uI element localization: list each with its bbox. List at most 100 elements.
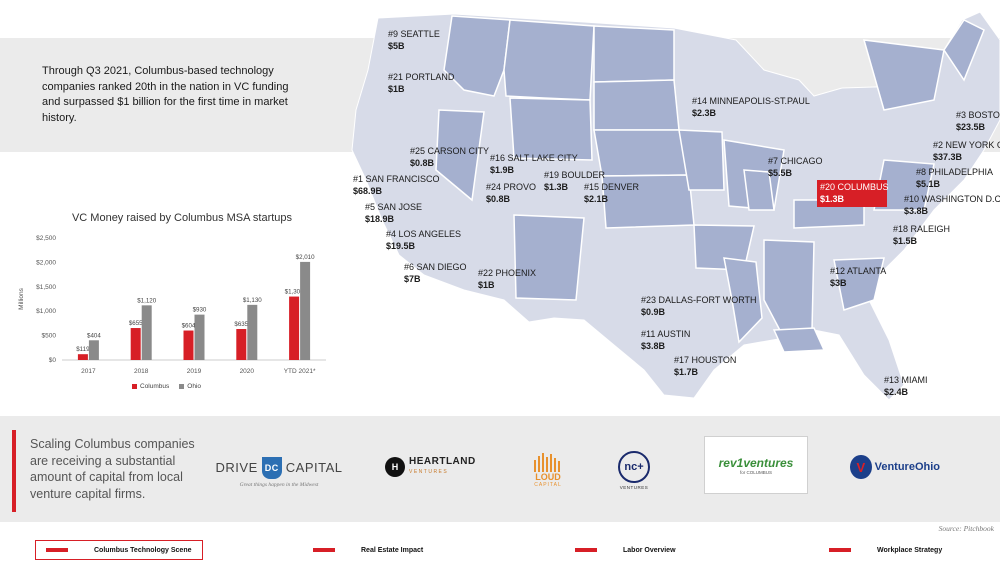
city-value: $1B xyxy=(388,83,405,94)
nav-dash xyxy=(46,548,68,552)
nav-label: Workplace Strategy xyxy=(877,546,943,554)
capital-word: CAPITAL xyxy=(285,460,343,475)
city-rank: #24 PROVO xyxy=(486,182,537,192)
loud-capital-logo: LOUD CAPITAL xyxy=(530,448,566,492)
city-rank: #8 PHILADELPHIA xyxy=(916,167,994,177)
city-philadelphia: #8 PHILADELPHIA $5.1B xyxy=(916,167,993,190)
city-value: $23.5B xyxy=(956,121,986,132)
drive-word: DRIVE xyxy=(215,460,258,475)
ventureohio-mark: V xyxy=(850,455,872,479)
data-label: $2,010 xyxy=(296,254,315,261)
bar-columbus xyxy=(130,328,141,360)
ncplus-ventures-logo: nc+ VENTURES xyxy=(614,448,654,492)
chart-title: VC Money raised by Columbus MSA startups xyxy=(71,212,293,224)
city-rank: #18 RALEIGH xyxy=(893,224,951,234)
data-label: $635 xyxy=(234,321,248,328)
city-value: $2.1B xyxy=(584,193,609,204)
city-new-york: #2 NEW YORK CITY$37.3B xyxy=(933,140,1000,163)
section-nav: Columbus Technology Scene Real Estate Im… xyxy=(0,538,1000,563)
nav-real-estate-impact[interactable]: Real Estate Impact xyxy=(313,540,423,560)
bar-ohio xyxy=(300,261,311,360)
city-san-francisco: #1 SAN FRANCISCO $68.9B xyxy=(353,174,440,197)
city-atlanta: #12 ATLANTA $3B xyxy=(830,266,886,289)
data-label: $119 xyxy=(76,346,90,353)
y-tick-label: $2,500 xyxy=(36,235,56,242)
loud-name: LOUD xyxy=(535,472,561,482)
city-rank: #13 MIAMI xyxy=(884,375,928,385)
city-value: $3B xyxy=(830,277,847,288)
city-value: $0.8B xyxy=(486,193,511,204)
city-salt-lake-city: #16 SALT LAKE CITY $1.9B xyxy=(490,153,578,176)
ncplus-mark: nc+ xyxy=(618,450,650,483)
source-note: Source: Pitchbook xyxy=(938,524,994,533)
nav-dash xyxy=(829,548,851,552)
city-raleigh: #18 RALEIGH $1.5B xyxy=(893,224,950,247)
nav-columbus-technology-scene[interactable]: Columbus Technology Scene xyxy=(35,540,203,560)
city-rank: #4 LOS ANGELES xyxy=(386,229,462,239)
nav-workplace-strategy[interactable]: Workplace Strategy xyxy=(829,540,942,560)
ncplus-sub: VENTURES xyxy=(619,484,649,490)
data-label: $1,120 xyxy=(137,297,156,304)
city-rank: #25 CARSON CITY xyxy=(410,146,490,156)
city-value: $1.7B xyxy=(674,366,699,377)
city-boston: #3 BOSTON$23.5B xyxy=(956,110,1000,133)
capital-band xyxy=(0,416,1000,522)
nav-label: Real Estate Impact xyxy=(361,546,424,554)
nav-dash xyxy=(575,548,597,552)
intro-text: Through Q3 2021, Columbus-based technolo… xyxy=(42,65,289,124)
bar-ohio xyxy=(247,304,258,360)
loud-sub: CAPITAL xyxy=(534,482,562,488)
legend-item-ohio: Ohio xyxy=(179,383,201,390)
city-rank: #10 WASHINGTON D.C. xyxy=(904,194,1000,204)
legend-swatch xyxy=(179,383,185,389)
city-value: $3.8B xyxy=(904,205,929,216)
city-rank: #6 SAN DIEGO xyxy=(404,262,467,272)
rev1-sub: for COLUMBUS xyxy=(739,469,772,475)
nav-dash xyxy=(313,548,335,552)
city-rank: #7 CHICAGO xyxy=(768,156,823,166)
heartland-ventures-logo: H HEARTLAND VENTURES xyxy=(385,454,485,480)
x-tick-label: 2020 xyxy=(240,368,255,375)
city-rank: #11 AUSTIN xyxy=(641,329,691,339)
bar-columbus xyxy=(77,354,88,360)
x-tick-label: 2017 xyxy=(81,368,96,375)
nav-label: Labor Overview xyxy=(623,546,676,554)
city-rank: #5 SAN JOSE xyxy=(365,202,423,212)
city-seattle: #9 SEATTLE $5B xyxy=(388,29,440,52)
city-provo: #24 PROVO $0.8B xyxy=(486,182,536,205)
data-label: $404 xyxy=(87,332,101,339)
city-denver: #15 DENVER $2.1B xyxy=(584,182,639,205)
city-rank: #23 DALLAS-FORT WORTH xyxy=(641,295,757,305)
data-label: $1,130 xyxy=(243,297,262,304)
city-san-jose: #5 SAN JOSE $18.9B xyxy=(365,202,422,225)
city-rank: #12 ATLANTA xyxy=(830,266,887,276)
y-axis-label: Millions xyxy=(18,287,25,309)
nav-label: Columbus Technology Scene xyxy=(94,546,192,554)
drive-capital-mark: DC xyxy=(261,456,282,479)
city-washington-dc: #10 WASHINGTON D.C. $3.8B xyxy=(904,194,1000,217)
heartland-sub: VENTURES xyxy=(409,469,449,475)
city-columbus: #20 COLUMBUS $1.3B xyxy=(820,182,889,205)
nav-labor-overview[interactable]: Labor Overview xyxy=(575,540,676,560)
data-label: $1,300 xyxy=(285,289,304,296)
city-value: $1.3B xyxy=(544,181,569,192)
drive-capital-tagline: Great things happen in the Midwest xyxy=(239,481,319,488)
city-portland: #21 PORTLAND $1B xyxy=(388,72,454,95)
city-rank: #20 COLUMBUS xyxy=(820,182,889,192)
legend-label: Ohio xyxy=(187,383,201,390)
city-austin: #11 AUSTIN $3.8B xyxy=(641,329,690,352)
heartland-name: HEARTLAND xyxy=(409,456,476,467)
bar-columbus xyxy=(289,296,300,360)
ventureohio-name: VentureOhio xyxy=(874,461,940,473)
drive-capital-logo: DRIVE DC CAPITAL Great things happen in … xyxy=(216,452,342,492)
city-value: $0.9B xyxy=(641,306,666,317)
city-value: $68.9B xyxy=(353,185,383,196)
city-los-angeles: #4 LOS ANGELES $19.5B xyxy=(386,229,461,252)
city-rank: #19 BOULDER xyxy=(544,170,606,180)
x-tick-label: YTD 2021* xyxy=(284,368,316,375)
loud-capital-bars-icon xyxy=(534,453,560,472)
city-miami: #13 MIAMI $2.4B xyxy=(884,375,928,398)
rev1-ventures-logo: rev1ventures for COLUMBUS xyxy=(704,436,808,494)
city-rank: #16 SALT LAKE CITY xyxy=(490,153,578,163)
city-rank: #21 PORTLAND xyxy=(388,72,455,82)
